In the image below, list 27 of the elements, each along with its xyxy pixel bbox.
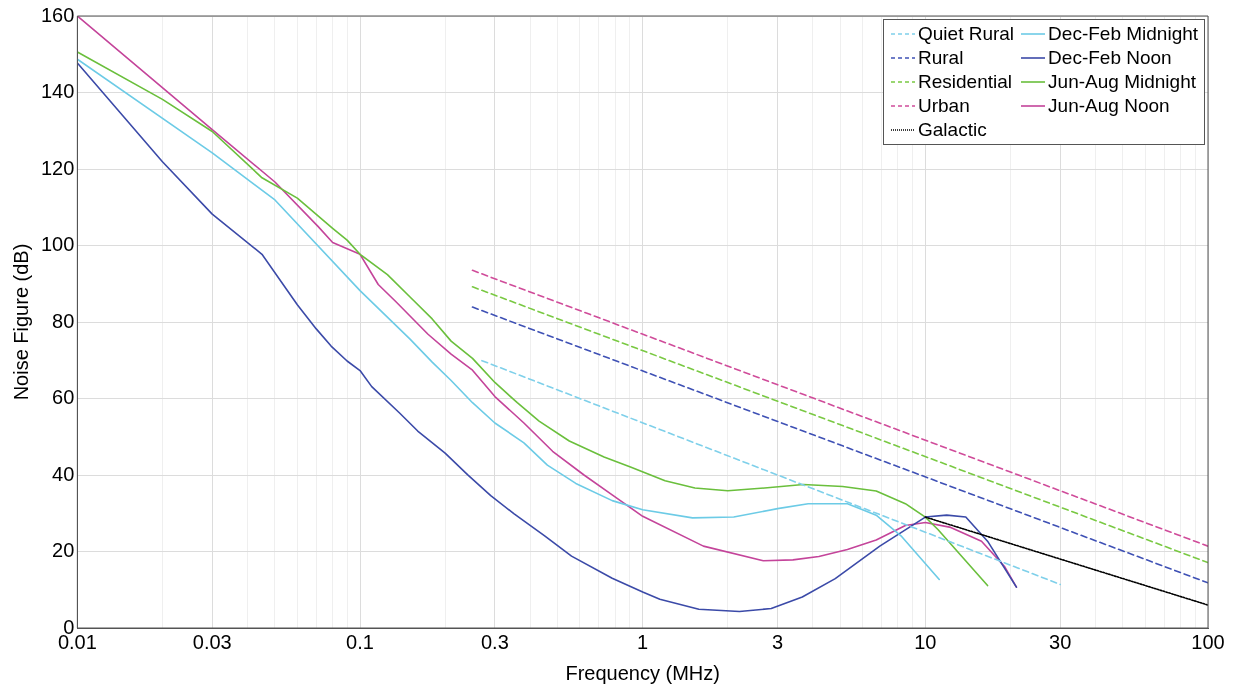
x-tick-label: 3 — [771, 630, 784, 653]
legend-label: Rural — [918, 46, 964, 70]
x-tick-label: 30 — [1049, 630, 1072, 653]
y-tick-label: 80 — [52, 309, 75, 332]
legend-label: Jun-Aug Noon — [1048, 94, 1170, 118]
x-tick-label: 0.1 — [346, 630, 374, 653]
legend-label: Dec-Feb Noon — [1048, 46, 1172, 70]
y-tick-label: 100 — [40, 233, 75, 256]
y-tick-label: 20 — [52, 539, 75, 562]
y-tick-label: 120 — [40, 156, 75, 179]
y-tick-label: 140 — [40, 80, 75, 103]
legend-label: Dec-Feb Midnight — [1048, 22, 1199, 46]
y-tick-label: 160 — [40, 3, 75, 26]
x-tick-label: 10 — [914, 630, 937, 653]
x-tick-label: 0.03 — [192, 630, 232, 653]
x-axis-title: Frequency (MHz) — [565, 661, 720, 684]
legend-label: Urban — [918, 94, 970, 118]
y-axis-title: Noise Figure (dB) — [9, 243, 32, 401]
legend-label: Residential — [918, 70, 1012, 94]
y-tick-label: 60 — [52, 386, 75, 409]
legend-label: Jun-Aug Midnight — [1048, 70, 1196, 94]
legend-label: Quiet Rural — [918, 22, 1015, 46]
x-tick-label: 0.3 — [480, 630, 509, 653]
x-tick-label: 100 — [1191, 630, 1225, 653]
x-tick-label: 1 — [637, 630, 649, 653]
legend-label: Galactic — [918, 118, 987, 142]
y-tick-label: 40 — [52, 462, 75, 485]
